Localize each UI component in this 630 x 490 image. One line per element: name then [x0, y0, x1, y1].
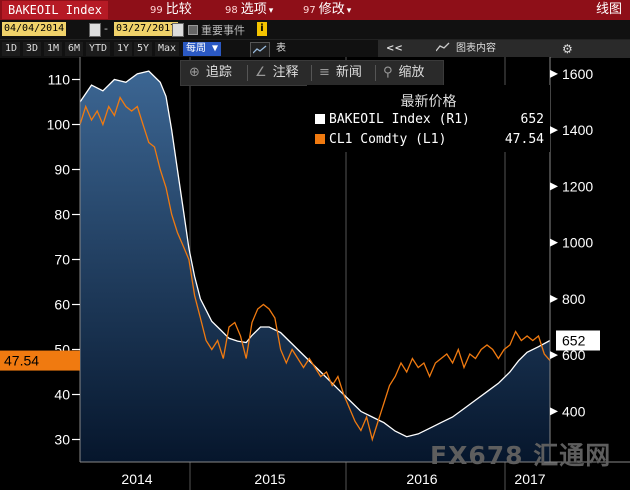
right-tick-label: 600: [562, 347, 586, 363]
period-6m[interactable]: 6M: [65, 42, 84, 56]
legend-row-cl1[interactable]: CL1 Comdty (L1) 47.54: [315, 132, 548, 147]
start-date-input[interactable]: 04/04/2014: [2, 22, 67, 36]
chevron-down-icon: ▾: [268, 6, 274, 16]
chevron-down-icon: ▾: [346, 6, 352, 16]
events-label: 重要事件: [201, 24, 245, 37]
options-menu[interactable]: 98 选项 ▾: [225, 2, 274, 17]
legend-panel: 最新价格 BAKEOIL Index (R1) 652 CL1 Comdty (…: [307, 85, 550, 152]
left-tick-label: 60: [54, 297, 70, 313]
calendar-icon[interactable]: [89, 23, 101, 37]
period-5y[interactable]: 5Y: [134, 42, 153, 56]
right-tick-label: 1400: [562, 122, 593, 138]
line-chart-icon[interactable]: [250, 42, 270, 58]
compare-menu[interactable]: 99 比较: [150, 2, 192, 17]
toolbar-divider: [247, 65, 248, 81]
chart-contents-label[interactable]: 图表内容: [456, 43, 496, 54]
date-range-bar: 04/04/2014 - 03/27/2017 重要事件 i: [0, 20, 630, 39]
calendar-icon[interactable]: [172, 23, 184, 37]
left-tick-label: 30: [54, 432, 70, 448]
legend-swatch: [315, 134, 325, 144]
watermark-logo: FX678 汇通网: [430, 441, 612, 470]
period-3d[interactable]: 3D: [23, 42, 42, 56]
x-tick-label: 2014: [121, 471, 152, 487]
left-tick-label: 100: [47, 117, 71, 133]
left-tick-label: 80: [54, 207, 70, 223]
right-tick: [550, 126, 558, 135]
chart-panel-header: << 图表内容 ⚙: [378, 40, 630, 58]
last-value-right: 652: [562, 333, 586, 349]
pencil-icon: ∠: [255, 65, 267, 80]
right-tick: [550, 182, 558, 191]
search-icon: ⚲: [383, 65, 393, 80]
chart-contents-icon: [435, 42, 450, 56]
period-bar: 1D 3D 1M 6M YTD 1Y 5Y Max 每周 ▼ 表 << 图表内容…: [0, 39, 630, 58]
title-bar: BAKEOIL Index 99 比较 98 选项 ▾ 97 修改 ▾ 线图: [0, 0, 630, 20]
toolbar-divider: [375, 65, 376, 81]
legend-row-bakeoil[interactable]: BAKEOIL Index (R1) 652: [315, 112, 548, 127]
x-tick-label: 2015: [254, 471, 285, 487]
period-1d[interactable]: 1D: [2, 42, 21, 56]
left-tick-label: 40: [54, 387, 70, 403]
period-ytd[interactable]: YTD: [86, 42, 111, 56]
right-tick-label: 1600: [562, 66, 593, 82]
right-tick-label: 1000: [562, 235, 593, 251]
chart-toolbar: ⊕ 追踪 ∠ 注释 ≡ 新闻 ⚲ 缩放: [180, 60, 444, 86]
left-tick-label: 90: [54, 162, 70, 178]
date-separator: -: [104, 22, 108, 35]
ticker-field[interactable]: BAKEOIL Index: [2, 1, 108, 19]
cl1-line: [79, 95, 551, 442]
frequency-select[interactable]: 每周 ▼: [183, 42, 222, 56]
events-checkbox[interactable]: [188, 25, 198, 35]
end-date-input[interactable]: 03/27/2017: [114, 22, 179, 36]
info-icon[interactable]: i: [257, 22, 267, 36]
legend-title: 最新价格: [400, 94, 457, 110]
news-button[interactable]: ≡ 新闻: [319, 65, 362, 80]
track-button[interactable]: ⊕ 追踪: [189, 65, 232, 80]
right-tick-label: 400: [562, 403, 586, 419]
period-1m[interactable]: 1M: [44, 42, 63, 56]
right-tick: [550, 407, 558, 416]
table-toggle[interactable]: 表: [276, 43, 286, 54]
right-tick-label: 800: [562, 291, 586, 307]
last-value-badge-left: [0, 350, 80, 371]
right-tick: [550, 238, 558, 247]
x-tick-label: 2016: [406, 471, 437, 487]
bakeoil-area: [80, 71, 550, 462]
left-tick-label: 110: [48, 72, 71, 88]
x-tick-label: 2017: [514, 471, 545, 487]
gear-icon[interactable]: ⚙: [562, 42, 573, 56]
period-1y[interactable]: 1Y: [114, 42, 133, 56]
right-tick: [550, 351, 558, 360]
toolbar-divider: [311, 65, 312, 81]
left-tick-label: 70: [54, 252, 70, 268]
collapse-icon[interactable]: <<: [386, 43, 403, 54]
right-tick: [550, 69, 558, 78]
last-value-badge-right: [556, 330, 600, 351]
last-value-left: 47.54: [4, 353, 39, 369]
chart-type-label: 线图: [595, 2, 622, 17]
right-tick: [550, 294, 558, 303]
zoom-button[interactable]: ⚲ 缩放: [383, 65, 425, 80]
bakeoil-line: [79, 70, 551, 438]
crosshair-icon: ⊕: [189, 65, 200, 80]
news-icon: ≡: [319, 65, 330, 80]
period-max[interactable]: Max: [155, 42, 180, 56]
legend-swatch: [315, 114, 325, 124]
right-tick-label: 1200: [562, 178, 593, 194]
annotate-button[interactable]: ∠ 注释: [255, 65, 299, 80]
modify-menu[interactable]: 97 修改 ▾: [303, 2, 352, 17]
